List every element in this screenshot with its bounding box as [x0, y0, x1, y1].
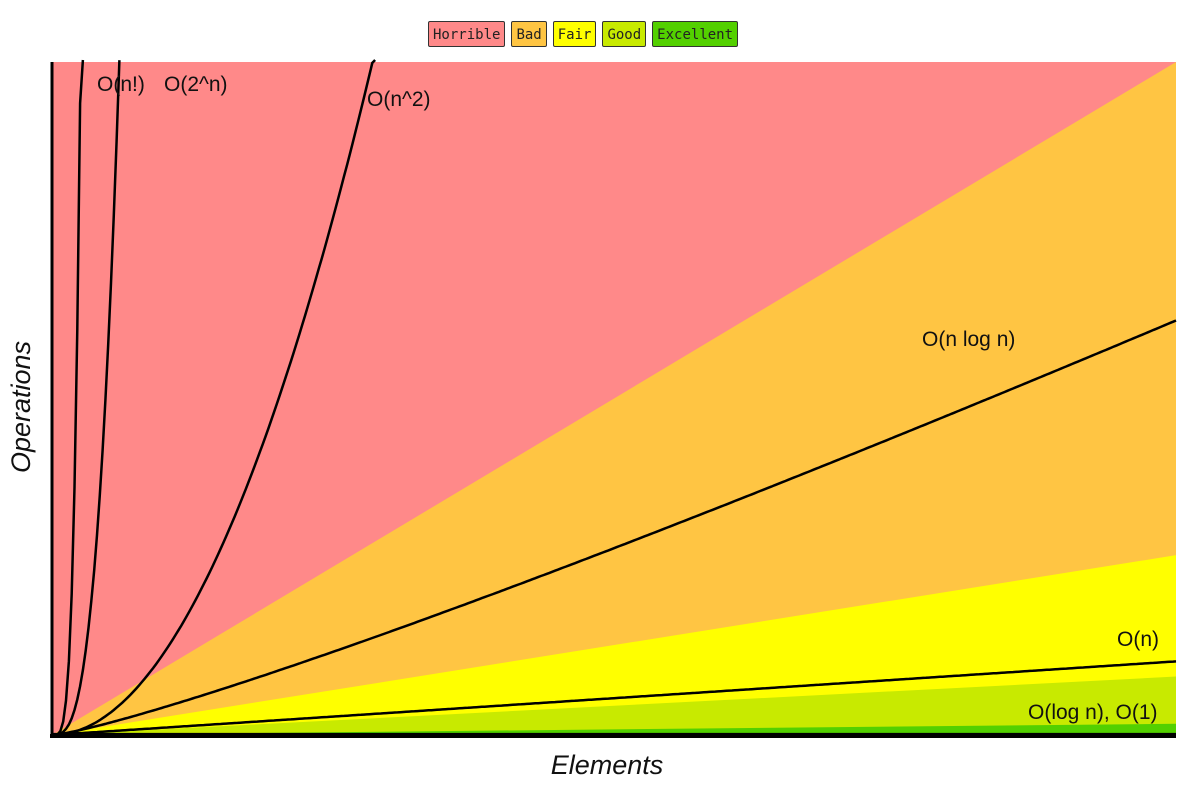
region-fair	[52, 555, 1176, 735]
curve-label-quadratic: O(n^2)	[367, 88, 431, 111]
legend-item-bad: Bad	[511, 21, 547, 47]
curve-label-log-constant: O(log n), O(1)	[1028, 701, 1158, 724]
curve-quadratic	[51, 59, 376, 737]
legend: Horrible Bad Fair Good Excellent	[428, 21, 739, 47]
y-axis-title: Operations	[6, 341, 36, 473]
label-layer: O(n!) O(2^n) O(n^2) O(n log n) O(n) O(lo…	[6, 73, 1159, 780]
region-layer	[52, 62, 1176, 735]
region-bad	[52, 62, 1176, 735]
curve-label-factorial: O(n!)	[97, 73, 145, 96]
region-excellent	[52, 723, 1176, 735]
curve-exponential	[52, 60, 121, 737]
region-good	[52, 676, 1176, 735]
axes-layer	[50, 62, 1176, 738]
curve-label-nlogn: O(n log n)	[922, 328, 1015, 351]
curve-label-exponential: O(2^n)	[164, 73, 228, 96]
legend-item-fair: Fair	[552, 21, 597, 47]
curve-linear	[51, 660, 1177, 737]
x-axis-title: Elements	[551, 750, 664, 780]
curve-nlogn	[51, 319, 1177, 737]
legend-item-excellent: Excellent	[652, 21, 739, 47]
curve-label-linear: O(n)	[1117, 628, 1159, 651]
legend-item-horrible: Horrible	[428, 21, 506, 47]
legend-item-good: Good	[602, 21, 647, 47]
